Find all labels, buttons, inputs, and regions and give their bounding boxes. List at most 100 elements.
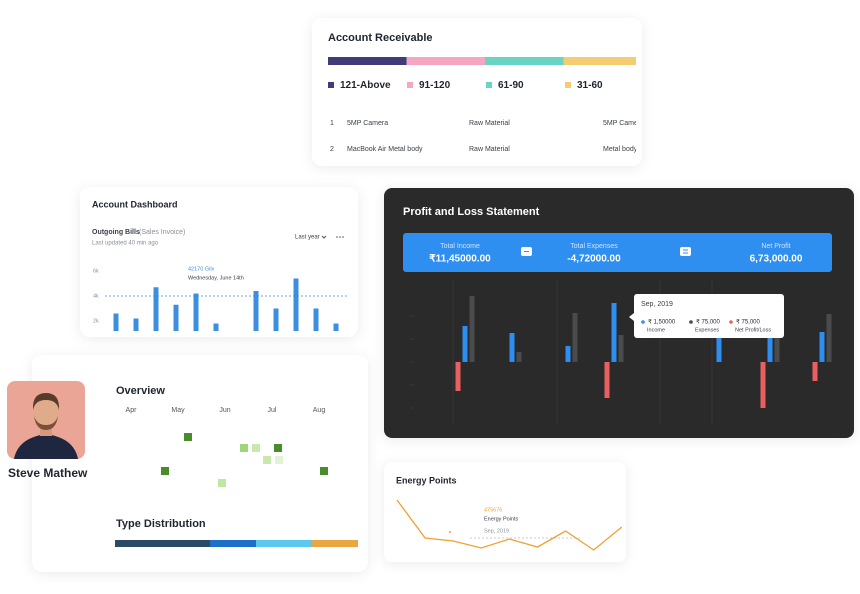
- avatar-face: [33, 397, 59, 429]
- heat-cell: [320, 467, 328, 475]
- table-cell: MacBook Air Metal body: [347, 146, 423, 153]
- card-title: Overview: [116, 385, 165, 397]
- bar-segment: [312, 540, 358, 547]
- bar-segment: [256, 540, 312, 547]
- tooltip-label: Energy Points: [484, 516, 518, 522]
- summary: Total Income ₹11,45000.00 Total Expenses -4…: [429, 243, 803, 265]
- legend-label: 31-60: [577, 80, 603, 91]
- bar: [611, 303, 617, 362]
- avatar-hair: [32, 393, 60, 410]
- card-title: Account Receivable: [328, 32, 433, 44]
- bar: [826, 314, 832, 362]
- account-receivable-card: Account Receivable 121-Above 91-120 61-90 3…: [312, 18, 644, 166]
- legend-swatch: [328, 82, 334, 88]
- legend-dot: [729, 320, 733, 324]
- card-content: Overview Type Distribution Apr May Jun Jul A…: [115, 385, 358, 547]
- bar: [565, 346, 571, 362]
- subtitle-note: (Sales Invoice): [139, 229, 185, 236]
- card-content: 121-Above 91-120 61-90 31-60 1 5MP Camera Raw …: [328, 57, 644, 153]
- bar: [760, 362, 766, 408]
- table-cell: Raw Material: [469, 120, 510, 127]
- tooltip: [183, 264, 249, 286]
- tooltip-value: 42170 Gilx: [188, 266, 215, 272]
- line: [396, 499, 623, 551]
- overview-card: Overview Type Distribution Apr May Jun Jul A…: [7, 355, 368, 572]
- legend-dot: [689, 320, 693, 324]
- legend-swatch: [565, 82, 571, 88]
- energy-card: Energy Points 475676 Energy Points Sep, …: [384, 462, 626, 562]
- y-tick-label: 6k: [93, 268, 99, 274]
- subtitle: Outgoing Bills: [92, 229, 140, 236]
- legend-swatch: [407, 82, 413, 88]
- tooltip-date: Sep, 2019: [641, 301, 673, 308]
- month-label: Apr: [126, 407, 138, 414]
- summary-label: Total Expenses: [570, 243, 618, 250]
- card: [32, 355, 368, 572]
- bar-segment: [406, 57, 485, 65]
- bar: [509, 333, 515, 362]
- heat-cell: [184, 433, 192, 441]
- legend-dot: [641, 320, 645, 324]
- chart-area: [396, 499, 623, 551]
- table-cell: 5MP Camera: [603, 120, 644, 127]
- bar: [572, 313, 578, 362]
- heat-cell: [275, 456, 283, 464]
- menu-dot[interactable]: [342, 236, 344, 238]
- legend-label: 91-120: [419, 80, 451, 91]
- bar: [455, 362, 461, 391]
- bar: [213, 323, 219, 331]
- month-label: Aug: [313, 407, 326, 414]
- bar: [133, 318, 139, 331]
- summary-value: -4,72000.00: [567, 254, 621, 265]
- month-label: May: [171, 407, 185, 414]
- heat-cell: [252, 444, 260, 452]
- bar: [293, 278, 299, 331]
- bar: [193, 293, 199, 331]
- bar-segment: [485, 57, 564, 65]
- summary-banner: [403, 233, 832, 272]
- table-cell: 1: [330, 120, 334, 127]
- bar: [618, 335, 624, 362]
- summary-value: ₹11,45000.00: [429, 254, 491, 265]
- bar: [819, 332, 825, 362]
- legend-label: 121-Above: [340, 80, 391, 91]
- account-dashboard-card: Account Dashboard Outgoing Bills (Sales …: [80, 187, 358, 337]
- period-select[interactable]: Last year: [295, 235, 320, 241]
- y-tick-label: 4k: [93, 293, 99, 299]
- tooltip-date: Sep, 2019: [484, 528, 509, 534]
- month-label: Jun: [219, 407, 230, 414]
- bar: [173, 304, 179, 331]
- heat-cell: [274, 444, 282, 452]
- avatar-beard: [34, 416, 58, 430]
- bar: [333, 323, 339, 331]
- tooltip-value: ₹ 75,000: [736, 319, 760, 326]
- bar: [313, 308, 319, 331]
- heat-cell: [263, 456, 271, 464]
- summary-label: Net Profit: [761, 243, 790, 250]
- bar: [273, 308, 279, 331]
- user-name: Steve Mathew: [8, 466, 88, 480]
- equals-icon: [680, 247, 691, 256]
- card-title: Profit and Loss Statement: [403, 206, 540, 218]
- card-title: Energy Points: [396, 475, 457, 485]
- bar: [716, 332, 722, 362]
- tooltip: [634, 294, 784, 338]
- tooltip-pointer: [629, 313, 634, 321]
- menu-dot[interactable]: [336, 236, 338, 238]
- table-cell: 2: [330, 146, 334, 153]
- tooltip-value: ₹ 75,000: [696, 319, 720, 326]
- chart-area: 2k 4k 6k: [93, 268, 348, 331]
- summary-value: 6,73,000.00: [750, 254, 803, 265]
- heat-cell: [218, 479, 226, 487]
- table-cell: 5MP Camera: [347, 120, 388, 127]
- tooltip-value: 475676: [484, 507, 502, 513]
- legend-label: 61-90: [498, 80, 524, 91]
- bar: [153, 287, 159, 331]
- menu-dot[interactable]: [339, 236, 341, 238]
- table-cell: Raw Material: [469, 146, 510, 153]
- card: [80, 187, 358, 337]
- tooltip-date: Wednesday, June 14th: [188, 275, 244, 281]
- table-cell: Metal body: [603, 146, 638, 153]
- card: [312, 18, 642, 166]
